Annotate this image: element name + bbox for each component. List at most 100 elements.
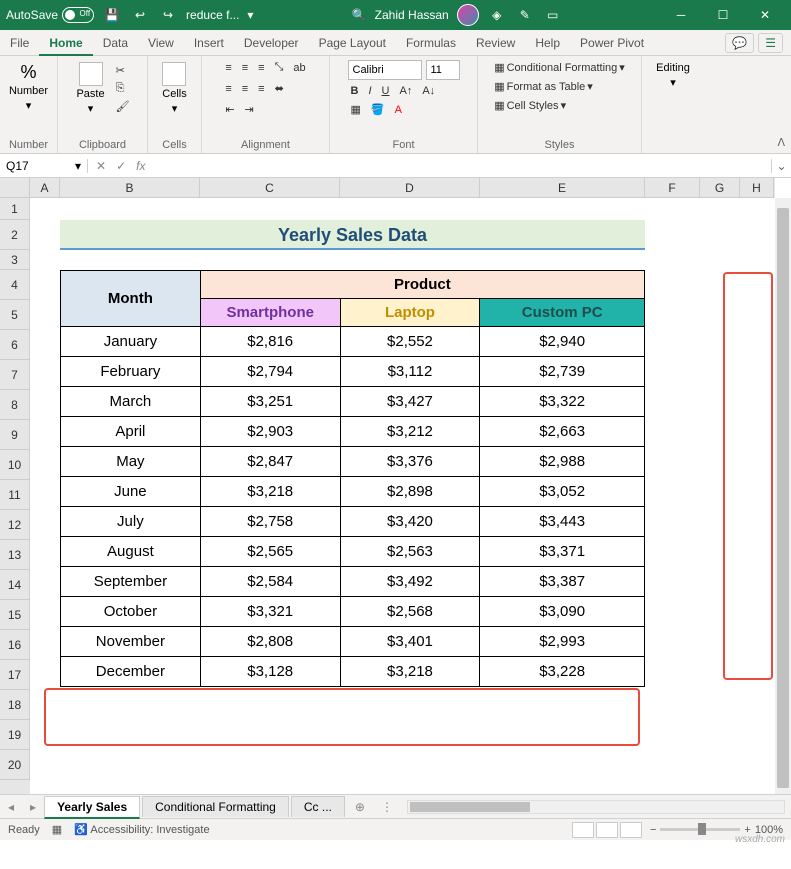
diamond-icon[interactable]: ◈ <box>487 5 507 25</box>
window-icon[interactable]: ▭ <box>543 5 563 25</box>
cell[interactable]: $3,443 <box>480 507 645 537</box>
tab-nav-next-icon[interactable]: ▸ <box>22 800 44 814</box>
table-row[interactable]: September$2,584$3,492$3,387 <box>61 567 645 597</box>
sheet-tab-2[interactable]: Cc ... <box>291 796 345 817</box>
cell[interactable]: $2,794 <box>200 357 340 387</box>
row-header-18[interactable]: 18 <box>0 690 30 720</box>
save-icon[interactable]: 💾 <box>102 5 122 25</box>
cancel-icon[interactable]: ✕ <box>96 159 106 173</box>
cell[interactable]: $3,376 <box>340 447 480 477</box>
cell[interactable]: December <box>61 657 201 687</box>
table-row[interactable]: July$2,758$3,420$3,443 <box>61 507 645 537</box>
cell[interactable]: $3,112 <box>340 357 480 387</box>
cell[interactable]: $3,371 <box>480 537 645 567</box>
table-row[interactable]: March$3,251$3,427$3,322 <box>61 387 645 417</box>
copy-icon[interactable]: ⎘ <box>113 81 133 96</box>
cell[interactable]: October <box>61 597 201 627</box>
zoom-slider[interactable] <box>660 828 740 831</box>
redo-icon[interactable]: ↪ <box>158 5 178 25</box>
paste-button[interactable]: Paste ▾ <box>72 60 108 117</box>
menu-power-pivot[interactable]: Power Pivot <box>570 32 654 54</box>
cell[interactable]: May <box>61 447 201 477</box>
row-header-12[interactable]: 12 <box>0 510 30 540</box>
fx-icon[interactable]: fx <box>136 159 145 173</box>
menu-home[interactable]: Home <box>39 32 92 56</box>
row-header-9[interactable]: 9 <box>0 420 30 450</box>
cell[interactable]: $3,322 <box>480 387 645 417</box>
col-header-C[interactable]: C <box>200 178 340 198</box>
menu-page-layout[interactable]: Page Layout <box>309 32 396 54</box>
sheet-tab-0[interactable]: Yearly Sales <box>44 796 140 819</box>
row-header-8[interactable]: 8 <box>0 390 30 420</box>
format-as-table-button[interactable]: ▦ Format as Table ▾ <box>491 79 596 94</box>
row-header-7[interactable]: 7 <box>0 360 30 390</box>
table-row[interactable]: October$3,321$2,568$3,090 <box>61 597 645 627</box>
cell[interactable]: July <box>61 507 201 537</box>
wrap-text-icon[interactable]: ab <box>290 61 308 75</box>
borders-icon[interactable]: ▦ <box>348 102 364 117</box>
cell[interactable]: $2,940 <box>480 327 645 357</box>
font-name-combo[interactable] <box>348 60 422 80</box>
row-header-19[interactable]: 19 <box>0 720 30 750</box>
cell[interactable]: February <box>61 357 201 387</box>
underline-button[interactable]: U <box>379 84 393 98</box>
cell[interactable]: $3,228 <box>480 657 645 687</box>
align-center-icon[interactable]: ≡ <box>239 82 251 96</box>
pen-icon[interactable]: ✎ <box>515 5 535 25</box>
table-row[interactable]: December$3,128$3,218$3,228 <box>61 657 645 687</box>
cell[interactable]: $3,212 <box>340 417 480 447</box>
row-header-11[interactable]: 11 <box>0 480 30 510</box>
undo-icon[interactable]: ↩ <box>130 5 150 25</box>
editing-button[interactable]: Editing ▾ <box>652 60 694 91</box>
cell[interactable]: $2,739 <box>480 357 645 387</box>
conditional-formatting-button[interactable]: ▦ Conditional Formatting ▾ <box>491 60 628 75</box>
menu-formulas[interactable]: Formulas <box>396 32 466 54</box>
table-row[interactable]: February$2,794$3,112$2,739 <box>61 357 645 387</box>
zoom-out-button[interactable]: − <box>650 824 656 836</box>
bold-button[interactable]: B <box>348 84 362 98</box>
collapse-ribbon-icon[interactable]: ᐱ <box>777 136 785 149</box>
table-row[interactable]: August$2,565$2,563$3,371 <box>61 537 645 567</box>
table-row[interactable]: June$3,218$2,898$3,052 <box>61 477 645 507</box>
menu-review[interactable]: Review <box>466 32 525 54</box>
table-row[interactable]: November$2,808$3,401$2,993 <box>61 627 645 657</box>
align-bot-icon[interactable]: ≡ <box>255 61 267 75</box>
cell[interactable]: August <box>61 537 201 567</box>
close-button[interactable]: ✕ <box>745 0 785 30</box>
row-header-4[interactable]: 4 <box>0 270 30 300</box>
autosave-toggle[interactable]: AutoSave Off <box>6 7 94 23</box>
table-row[interactable]: April$2,903$3,212$2,663 <box>61 417 645 447</box>
align-left-icon[interactable]: ≡ <box>222 82 234 96</box>
cell[interactable]: $2,758 <box>200 507 340 537</box>
cell[interactable]: $2,663 <box>480 417 645 447</box>
row-header-6[interactable]: 6 <box>0 330 30 360</box>
merge-icon[interactable]: ⬌ <box>272 81 287 96</box>
cut-icon[interactable]: ✂ <box>113 63 133 78</box>
cell[interactable]: March <box>61 387 201 417</box>
search-icon[interactable]: 🔍 <box>352 8 367 22</box>
row-header-10[interactable]: 10 <box>0 450 30 480</box>
cell[interactable]: $2,816 <box>200 327 340 357</box>
macro-icon[interactable]: ▦ <box>52 823 62 836</box>
page-break-view-button[interactable] <box>620 822 642 838</box>
cell-styles-button[interactable]: ▦ Cell Styles ▾ <box>491 98 569 113</box>
row-header-15[interactable]: 15 <box>0 600 30 630</box>
font-color-icon[interactable]: A <box>392 103 405 117</box>
align-top-icon[interactable]: ≡ <box>222 61 234 75</box>
cell[interactable]: $2,808 <box>200 627 340 657</box>
cell[interactable]: $2,563 <box>340 537 480 567</box>
expand-formula-bar-icon[interactable]: ⌄ <box>771 159 791 173</box>
row-header-14[interactable]: 14 <box>0 570 30 600</box>
cell[interactable]: $3,427 <box>340 387 480 417</box>
col-header-F[interactable]: F <box>645 178 700 198</box>
cell[interactable]: $3,420 <box>340 507 480 537</box>
row-header-1[interactable]: 1 <box>0 198 30 220</box>
tab-nav-prev-icon[interactable]: ◂ <box>0 800 22 814</box>
font-size-combo[interactable] <box>426 60 460 80</box>
new-sheet-button[interactable]: ⊕ <box>347 800 373 814</box>
horizontal-scrollbar[interactable] <box>407 800 785 814</box>
page-layout-view-button[interactable] <box>596 822 618 838</box>
fill-color-icon[interactable]: 🪣 <box>368 102 388 117</box>
avatar[interactable] <box>457 4 479 26</box>
menu-developer[interactable]: Developer <box>234 32 309 54</box>
